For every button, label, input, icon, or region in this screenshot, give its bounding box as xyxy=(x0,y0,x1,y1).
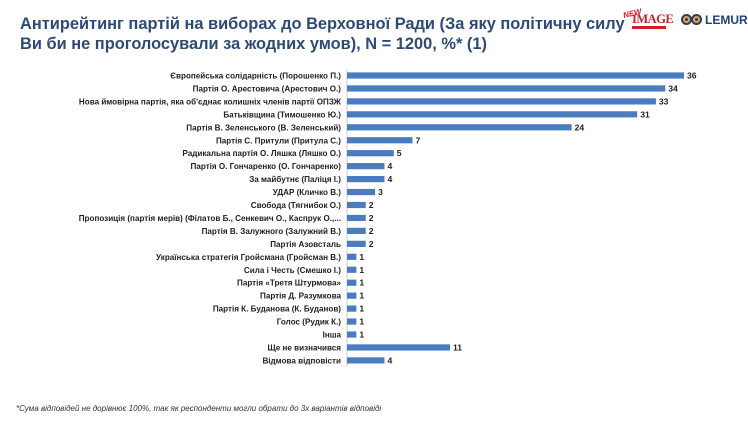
lemur-eyes-icon xyxy=(681,12,705,28)
value-label: 3 xyxy=(378,187,383,197)
value-label: 2 xyxy=(369,213,374,223)
category-label: Європейська солідарність (Порошенко П.) xyxy=(170,72,341,81)
value-label: 34 xyxy=(668,83,678,93)
value-label: 36 xyxy=(687,71,697,81)
title-line-1: Антирейтинг партій на виборах до Верховн… xyxy=(20,15,625,33)
category-label: Партія Д. Разумкова xyxy=(260,292,341,301)
bar xyxy=(347,111,638,118)
value-label: 2 xyxy=(369,200,374,210)
logo-image-text: IMAGE xyxy=(632,12,674,26)
bar xyxy=(347,331,357,338)
bar xyxy=(347,85,666,92)
category-label: Свобода (Тягнибок О.) xyxy=(251,201,342,210)
category-label: Партія В. Залужного (Залужний В.) xyxy=(202,227,342,236)
bar xyxy=(347,163,385,170)
bar xyxy=(347,72,684,79)
category-label: Інша xyxy=(323,331,342,340)
category-label: За майбутнє (Паліця І.) xyxy=(249,175,341,184)
category-label: Голос (Рудик К.) xyxy=(277,318,342,327)
bar xyxy=(347,98,656,105)
value-label: 1 xyxy=(359,304,364,314)
footnote: *Сума відповідей не дорівнює 100%, так я… xyxy=(16,404,382,413)
logo-underline xyxy=(632,26,666,29)
category-label: Українська стратегія Гройсмана (Гройсман… xyxy=(156,253,341,262)
category-label: УДАР (Кличко В.) xyxy=(273,188,342,197)
bar xyxy=(347,201,366,209)
value-label: 1 xyxy=(359,291,364,301)
value-label: 1 xyxy=(359,252,364,262)
value-label: 1 xyxy=(359,278,364,288)
chart-title: Антирейтинг партій на виборах до Верховн… xyxy=(20,14,630,54)
bar xyxy=(347,227,366,234)
bar xyxy=(347,253,357,260)
bar xyxy=(347,344,450,351)
value-label: 1 xyxy=(359,265,364,275)
category-label: Партія О. Арестовича (Арестович О.) xyxy=(193,84,342,93)
category-label: Батьківщина (Тимошенко Ю.) xyxy=(223,110,341,119)
bar xyxy=(347,318,357,325)
value-label: 2 xyxy=(369,226,374,236)
category-label: Пропозиція (партія мерів) (Філатов Б., С… xyxy=(79,214,341,223)
category-label: Партія О. Гончаренко (О. Гончаренко) xyxy=(191,162,342,171)
value-label: 1 xyxy=(359,330,364,340)
lemur-logo-text: LEMUR xyxy=(705,13,748,27)
value-label: 2 xyxy=(369,239,374,249)
bar xyxy=(347,240,366,247)
category-label: Партія К. Буданова (К. Буданов) xyxy=(213,305,341,314)
value-label: 11 xyxy=(453,342,462,352)
bar xyxy=(347,279,357,286)
value-label: 7 xyxy=(416,135,421,145)
value-label: 4 xyxy=(387,161,392,171)
bar xyxy=(347,137,413,144)
bar xyxy=(347,176,385,183)
bar xyxy=(347,124,572,131)
new-image-logo: NEW IMAGE xyxy=(622,7,674,35)
value-label: 24 xyxy=(575,122,585,132)
category-label: Партія «Третя Штурмова» xyxy=(237,279,341,288)
category-label: Радикальна партія О. Ляшка (Ляшко О.) xyxy=(182,149,341,158)
category-label: Сила і Честь (Смешко І.) xyxy=(244,266,341,275)
bar xyxy=(347,305,357,312)
value-label: 4 xyxy=(387,355,392,365)
bar xyxy=(347,188,376,196)
value-label: 33 xyxy=(659,96,669,106)
bar xyxy=(347,150,394,157)
category-label: Партія С. Притули (Притула С.) xyxy=(216,136,341,145)
value-label: 4 xyxy=(387,174,392,184)
category-label: Партія В. Зеленського (В. Зеленський) xyxy=(186,123,341,132)
bar xyxy=(347,266,357,273)
bar xyxy=(347,214,366,222)
category-label: Ще не визначився xyxy=(268,343,342,352)
category-label: Нова ймовірна партія, яка об'єднає колиш… xyxy=(79,97,342,106)
value-label: 5 xyxy=(397,148,402,158)
bar xyxy=(347,292,357,299)
bar xyxy=(347,357,385,364)
value-label: 31 xyxy=(640,109,650,119)
value-label: 1 xyxy=(359,317,364,327)
category-label: Партія Азовсталь xyxy=(270,240,341,249)
title-line-2: Ви би не проголосували за жодних умов), … xyxy=(20,35,487,53)
category-label: Відмова відповісти xyxy=(262,356,341,365)
